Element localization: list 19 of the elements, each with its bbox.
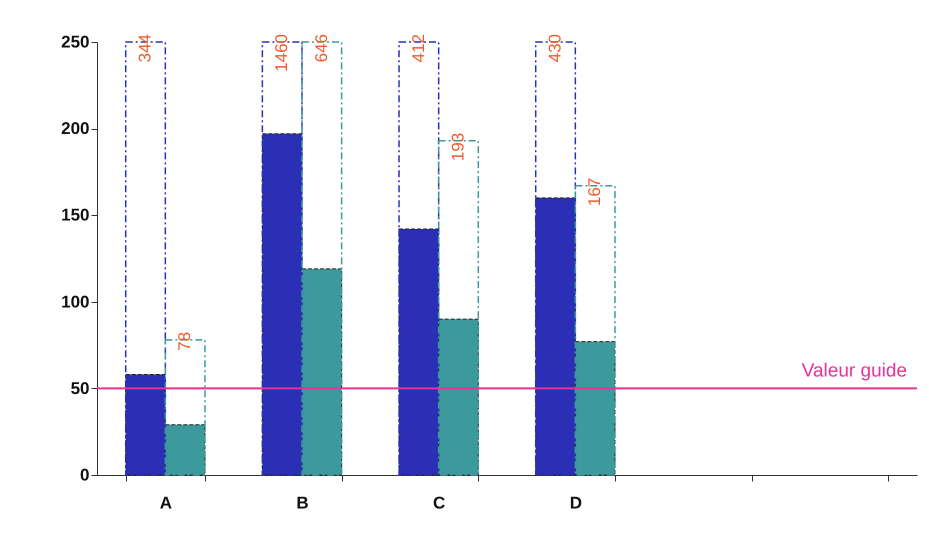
annotation: 344 [136,34,155,62]
y-tick-label: 150 [61,206,90,225]
x-tick-label: B [296,494,309,512]
annotation: 1460 [272,34,292,72]
data-label: 167 [585,178,604,206]
ref-line-label: Valeur guide [802,360,907,382]
x-tick-label: A [160,494,172,512]
annotation: 412 [408,34,428,62]
x-tick-label: C [433,494,446,512]
annotation: 430 [546,34,565,62]
y-tick-label: 100 [61,292,90,312]
y-tick-label: 0 [80,466,90,484]
y-tick-label: 250 [61,32,90,52]
data-label: 78 [175,332,194,351]
data-label: 193 [448,132,468,162]
x-tick-label: D [570,494,582,512]
annotation: 646 [312,34,331,62]
y-tick-label: 50 [70,378,90,398]
y-tick-label: 200 [61,119,90,138]
